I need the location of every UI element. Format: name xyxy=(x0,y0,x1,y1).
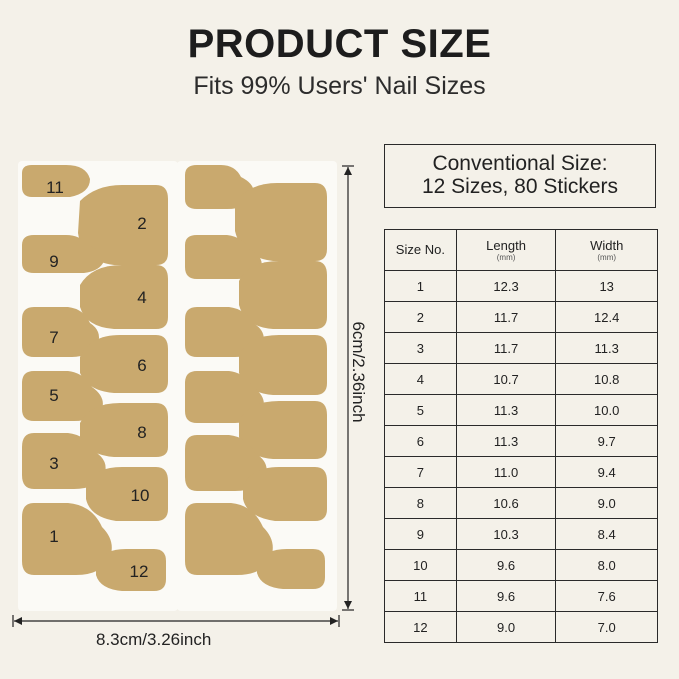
cell-width: 9.7 xyxy=(555,425,658,457)
sticker-number: 10 xyxy=(130,486,150,505)
header-width-unit: (mm) xyxy=(597,252,617,262)
cell-size: 12 xyxy=(384,611,457,643)
cell-width: 10.0 xyxy=(555,394,658,426)
sticker-number: 9 xyxy=(49,252,59,271)
cell-length: 10.3 xyxy=(455,518,557,550)
cell-size: 9 xyxy=(384,518,457,550)
table-row: 11 9.6 7.6 xyxy=(384,580,658,612)
cell-size: 2 xyxy=(384,301,457,333)
cell-size: 6 xyxy=(384,425,457,457)
sticker-shapes-plain xyxy=(185,165,327,589)
cell-length: 9.6 xyxy=(455,580,557,612)
table-row: 3 11.7 11.3 xyxy=(384,332,658,364)
size-table: Size No. Length (mm) Width (mm) 1 12.3 13 2 11… xyxy=(384,229,658,643)
cell-size: 3 xyxy=(384,332,457,364)
cell-width: 9.0 xyxy=(555,487,658,519)
cell-width: 9.4 xyxy=(555,456,658,488)
table-row: 7 11.0 9.4 xyxy=(384,456,658,488)
sticker-number: 2 xyxy=(137,214,147,233)
sticker-shapes-numbered xyxy=(22,165,168,591)
header-length: Length (mm) xyxy=(455,229,557,271)
cell-width: 8.0 xyxy=(555,549,658,581)
table-row: 9 10.3 8.4 xyxy=(384,518,658,550)
table-row: 4 10.7 10.8 xyxy=(384,363,658,395)
cell-size: 10 xyxy=(384,549,457,581)
cell-size: 7 xyxy=(384,456,457,488)
cell-length: 11.3 xyxy=(455,394,557,426)
cell-width: 7.6 xyxy=(555,580,658,612)
cell-width: 11.3 xyxy=(555,332,658,364)
cell-size: 11 xyxy=(384,580,457,612)
width-dimension-arrow xyxy=(12,615,340,627)
cell-length: 11.7 xyxy=(455,332,557,364)
height-dimension-label: 6cm/2.36inch xyxy=(349,321,368,423)
sticker-number: 11 xyxy=(46,178,64,197)
cell-width: 10.8 xyxy=(555,363,658,395)
header-length-unit: (mm) xyxy=(496,252,516,262)
cell-size: 8 xyxy=(384,487,457,519)
table-header-row: Size No. Length (mm) Width (mm) xyxy=(384,229,658,271)
page-subtitle: Fits 99% Users' Nail Sizes xyxy=(193,72,486,100)
cell-size: 4 xyxy=(384,363,457,395)
sticker-number: 12 xyxy=(129,562,149,581)
table-row: 10 9.6 8.0 xyxy=(384,549,658,581)
sticker-number: 8 xyxy=(137,423,147,442)
size-summary-box: Conventional Size: 12 Sizes, 80 Stickers xyxy=(384,144,656,208)
cell-size: 5 xyxy=(384,394,457,426)
sticker-sheet-plain xyxy=(177,161,337,611)
cell-width: 8.4 xyxy=(555,518,658,550)
cell-length: 10.6 xyxy=(455,487,557,519)
table-row: 6 11.3 9.7 xyxy=(384,425,658,457)
cell-size: 1 xyxy=(384,270,457,302)
table-row: 5 11.3 10.0 xyxy=(384,394,658,426)
table-row: 2 11.7 12.4 xyxy=(384,301,658,333)
cell-length: 9.0 xyxy=(455,611,557,643)
width-dimension-label: 8.3cm/3.26inch xyxy=(96,630,212,649)
table-row: 8 10.6 9.0 xyxy=(384,487,658,519)
cell-width: 13 xyxy=(555,270,658,302)
sticker-number: 6 xyxy=(137,356,147,375)
cell-length: 11.0 xyxy=(455,456,557,488)
cell-length: 12.3 xyxy=(455,270,557,302)
summary-line-1: Conventional Size: xyxy=(432,152,608,175)
sticker-number: 3 xyxy=(49,454,59,473)
page-title: PRODUCT SIZE xyxy=(187,22,492,66)
sticker-number: 7 xyxy=(49,328,59,347)
cell-width: 7.0 xyxy=(555,611,658,643)
sticker-number: 4 xyxy=(137,288,147,307)
header-size: Size No. xyxy=(384,229,457,271)
header-width: Width (mm) xyxy=(555,229,658,271)
cell-width: 12.4 xyxy=(555,301,658,333)
sticker-number: 1 xyxy=(49,527,59,546)
table-row: 1 12.3 13 xyxy=(384,270,658,302)
cell-length: 11.7 xyxy=(455,301,557,333)
cell-length: 9.6 xyxy=(455,549,557,581)
height-dimension-arrow xyxy=(342,165,354,611)
sticker-number: 5 xyxy=(49,386,59,405)
summary-line-2: 12 Sizes, 80 Stickers xyxy=(421,175,619,198)
cell-length: 10.7 xyxy=(455,363,557,395)
table-row: 12 9.0 7.0 xyxy=(384,611,658,643)
cell-length: 11.3 xyxy=(455,425,557,457)
sticker-sheet-numbered: 11 2 9 4 7 6 5 8 3 10 1 12 xyxy=(18,161,178,611)
